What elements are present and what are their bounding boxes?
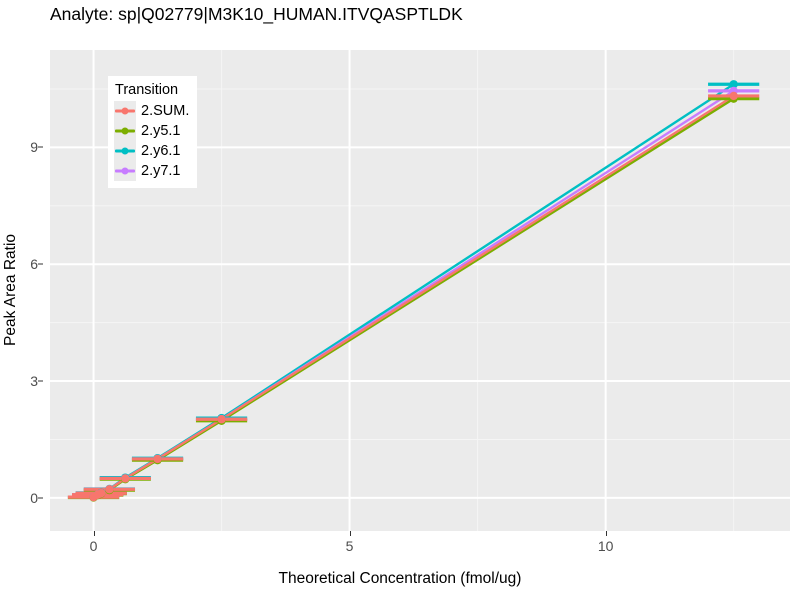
y-tick-mark <box>38 497 43 499</box>
legend-item-label: 2.y5.1 <box>141 123 181 139</box>
y-tick-label: 0 <box>30 489 38 506</box>
legend-items: 2.SUM. 2.y5.1 2.y6.1 2.y7.1 <box>114 101 189 181</box>
legend-item[interactable]: 2.y6.1 <box>114 141 189 161</box>
legend-item[interactable]: 2.y5.1 <box>114 121 189 141</box>
x-tick-label: 5 <box>345 538 354 554</box>
y-tick-mark <box>38 146 43 148</box>
legend-key-swatch <box>114 101 136 121</box>
legend-key-swatch <box>114 121 136 141</box>
y-tick-label: 6 <box>30 256 38 273</box>
legend-point-icon <box>121 127 129 135</box>
y-tick-mark <box>38 380 43 382</box>
legend-key-swatch <box>114 161 136 181</box>
plot-canvas <box>50 50 790 531</box>
legend-item-label: 2.SUM. <box>141 103 190 119</box>
x-tick-mark <box>605 531 607 536</box>
chart-legend: Transition 2.SUM. 2.y5.1 2.y6.1 2.y7.1 <box>108 76 198 188</box>
legend-item[interactable]: 2.SUM. <box>114 101 189 121</box>
x-tick-label: 0 <box>89 538 98 554</box>
legend-point-icon <box>121 167 129 175</box>
legend-title: Transition <box>115 82 179 98</box>
x-axis-title: Theoretical Concentration (fmol/ug) <box>278 570 522 587</box>
x-axis-ticks: 0 5 10 <box>50 531 790 561</box>
legend-key-swatch <box>114 141 136 161</box>
legend-item[interactable]: 2.y7.1 <box>114 161 189 181</box>
legend-point-icon <box>121 107 129 115</box>
y-tick-label: 3 <box>30 373 38 390</box>
legend-item-label: 2.y6.1 <box>141 143 181 159</box>
x-tick-label: 10 <box>597 538 614 554</box>
y-axis-ticks: 0 3 6 9 <box>0 50 43 531</box>
page-title: Analyte: sp|Q02779|M3K10_HUMAN.ITVQASPTL… <box>50 4 463 24</box>
legend-item-label: 2.y7.1 <box>141 163 181 179</box>
legend-point-icon <box>121 147 129 155</box>
y-tick-mark <box>38 263 43 265</box>
x-tick-mark <box>349 531 351 536</box>
y-tick-label: 9 <box>30 139 38 156</box>
x-tick-mark <box>93 531 95 536</box>
